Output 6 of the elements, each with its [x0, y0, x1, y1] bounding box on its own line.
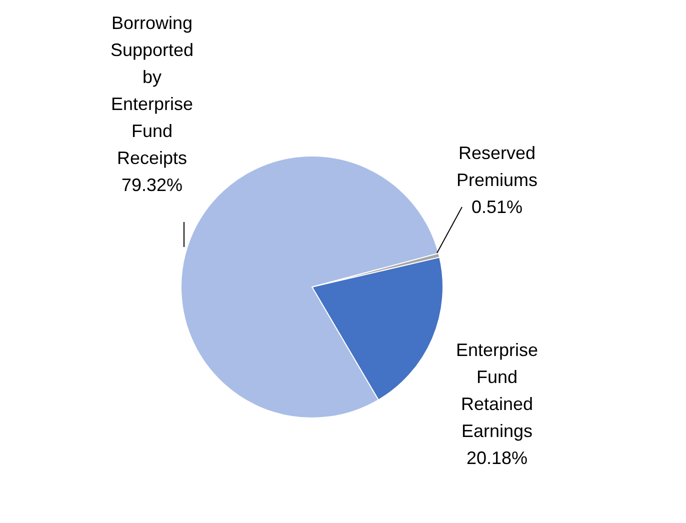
- slice-label: Reserved Premiums: [456, 143, 538, 190]
- data-label: 0.51%: [471, 197, 523, 217]
- data-label: 79.32%: [121, 175, 183, 195]
- slice-label: Enterprise Fund Retained Earnings: [456, 340, 538, 441]
- data-label: 20.18%: [466, 448, 528, 468]
- slice-label: Borrowing Supported by Enterprise Fund Receipts: [110, 13, 194, 168]
